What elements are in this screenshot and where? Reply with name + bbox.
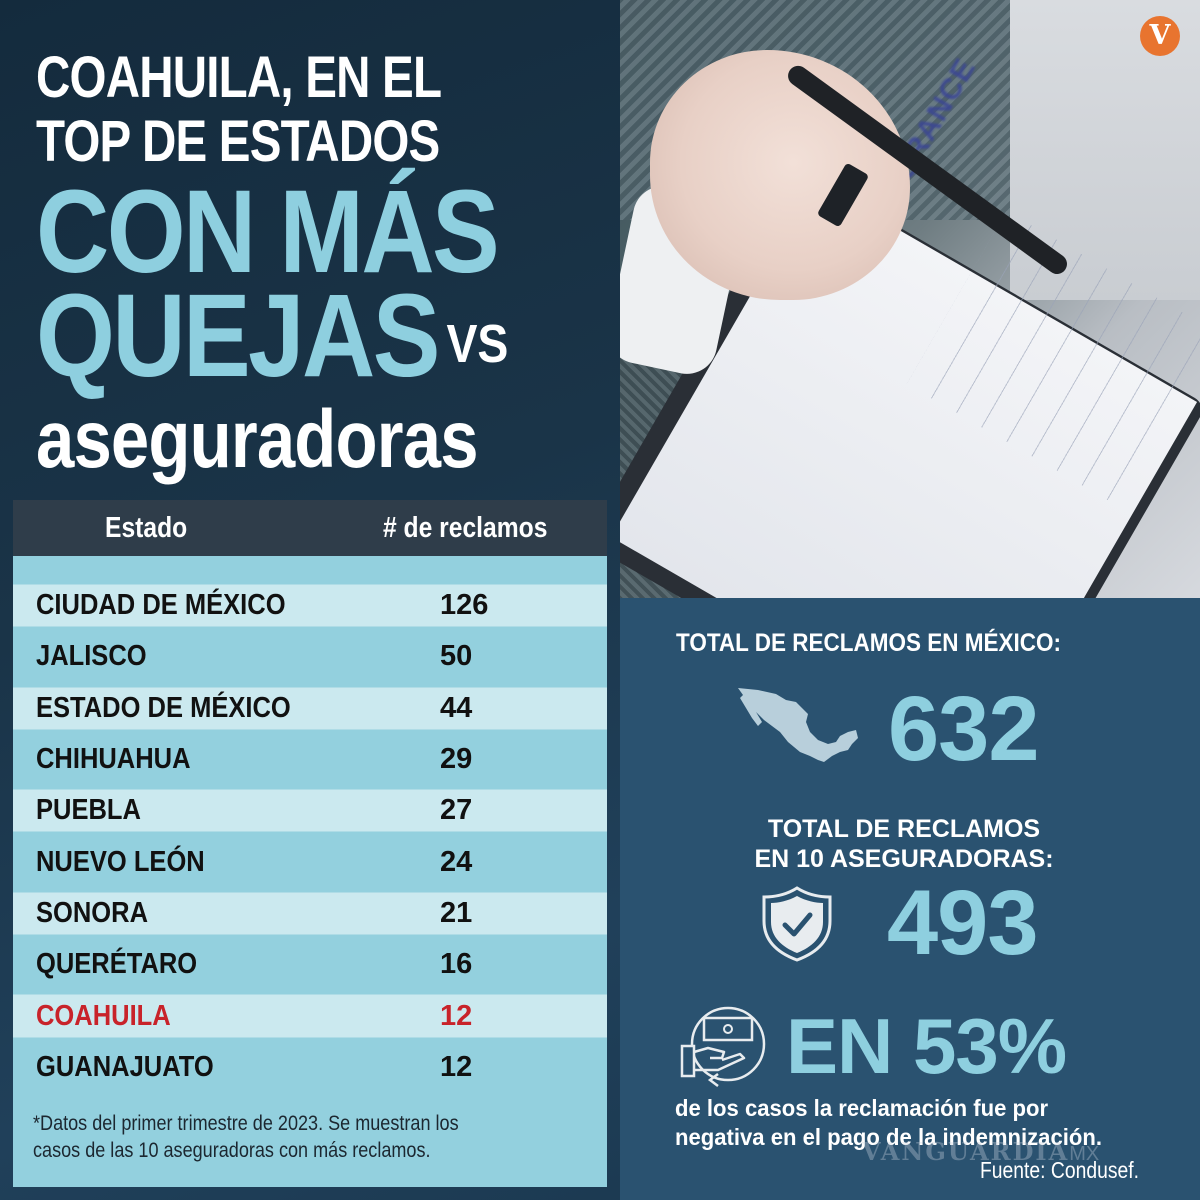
table-header: Estado # de reclamos (13, 500, 607, 556)
total-insurers-label: TOTAL DE RECLAMOS EN 10 ASEGURADORAS: (744, 814, 1064, 874)
footnote-line-1: *Datos del primer trimestre de 2023. Se … (33, 1112, 459, 1135)
source-credit: Fuente: Condusef. (980, 1157, 1139, 1183)
headline-quejas: QUEJAS (36, 270, 440, 402)
table-row: CIUDAD DE MÉXICO 126 (13, 580, 607, 632)
cell-state: PUEBLA (36, 794, 141, 827)
table-row: SONORA 21 (13, 887, 607, 940)
table-row: QUERÉTARO 16 (13, 939, 607, 991)
mexico-map-icon (738, 688, 858, 762)
total-mexico-label: TOTAL DE RECLAMOS EN MÉXICO: (676, 629, 1062, 657)
shield-check-icon (762, 886, 832, 962)
payment-refund-icon (680, 1006, 766, 1087)
total-insurers-label-line-1: TOTAL DE RECLAMOS (767, 815, 1041, 843)
headline-line-3: CON MÁS (36, 166, 500, 298)
cell-count: 126 (440, 589, 489, 622)
table-body: CIUDAD DE MÉXICO 126 JALISCO 50 ESTADO D… (13, 580, 607, 1093)
cell-count: 12 (440, 999, 473, 1032)
cell-count: 29 (440, 743, 473, 776)
cell-count: 44 (440, 691, 473, 724)
headline: COAHUILA, EN EL TOP DE ESTADOS CON MÁS Q… (36, 46, 616, 484)
total-mexico-value: 632 (888, 678, 1039, 780)
cell-state: COAHUILA (36, 999, 171, 1032)
percentage-value: EN 53% (786, 1002, 1067, 1090)
cell-count: 21 (440, 896, 473, 929)
table-row-highlighted: COAHUILA 12 (13, 990, 607, 1042)
percentage-description: de los casos la reclamación fue por nega… (675, 1094, 1174, 1152)
table-row: GUANAJUATO 12 (13, 1041, 607, 1093)
claims-table: Estado # de reclamos CIUDAD DE MÉXICO 12… (13, 500, 607, 1187)
headline-line-2: TOP DE ESTADOS (36, 109, 440, 174)
right-panel-background (620, 598, 1200, 1200)
percentage-description-line-1: de los casos la reclamación fue por (675, 1095, 1049, 1121)
cell-state: JALISCO (36, 640, 147, 673)
headline-line-1: COAHUILA, EN EL (36, 45, 442, 110)
watermark-suffix: MX (1069, 1143, 1100, 1165)
cell-count: 16 (440, 948, 473, 981)
cell-state: ESTADO DE MÉXICO (36, 691, 291, 724)
footnote-line-2: casos de las 10 aseguradoras con más rec… (33, 1139, 431, 1162)
headline-line-4: QUEJAS VS (36, 277, 535, 396)
insurance-form-photo: INSURANCE (620, 0, 1200, 598)
column-header-count: # de reclamos (383, 511, 548, 544)
table-row: ESTADO DE MÉXICO 44 (13, 682, 607, 734)
table-row: PUEBLA 27 (13, 785, 607, 837)
cell-state: CHIHUAHUA (36, 743, 191, 776)
watermark-text: VANGUARDIA (862, 1137, 1070, 1166)
total-insurers-label-line-2: EN 10 ASEGURADORAS: (754, 845, 1054, 873)
vanguardia-watermark: VANGUARDIAMX (862, 1137, 1099, 1166)
table-row: JALISCO 50 (13, 631, 607, 683)
cell-state: GUANAJUATO (36, 1050, 214, 1083)
cell-count: 12 (440, 1050, 473, 1083)
cell-count: 27 (440, 794, 473, 827)
cell-state: NUEVO LEÓN (36, 845, 205, 878)
table-row: CHIHUAHUA 29 (13, 733, 607, 786)
vanguardia-logo-icon: V (1140, 16, 1180, 56)
column-header-state: Estado (105, 511, 188, 544)
headline-vs: VS (446, 314, 509, 374)
cell-state: SONORA (36, 896, 149, 929)
cell-count: 50 (440, 640, 473, 673)
total-insurers-value: 493 (887, 872, 1038, 974)
table-footnote: *Datos del primer trimestre de 2023. Se … (33, 1110, 523, 1164)
cell-state: QUERÉTARO (36, 948, 198, 981)
percentage-description-line-2: negativa en el pago de la indemnización. (675, 1124, 1102, 1150)
headline-line-5: aseguradoras (36, 394, 479, 485)
table-row: NUEVO LEÓN 24 (13, 836, 607, 888)
cell-state: CIUDAD DE MÉXICO (36, 589, 286, 622)
cell-count: 24 (440, 845, 473, 878)
